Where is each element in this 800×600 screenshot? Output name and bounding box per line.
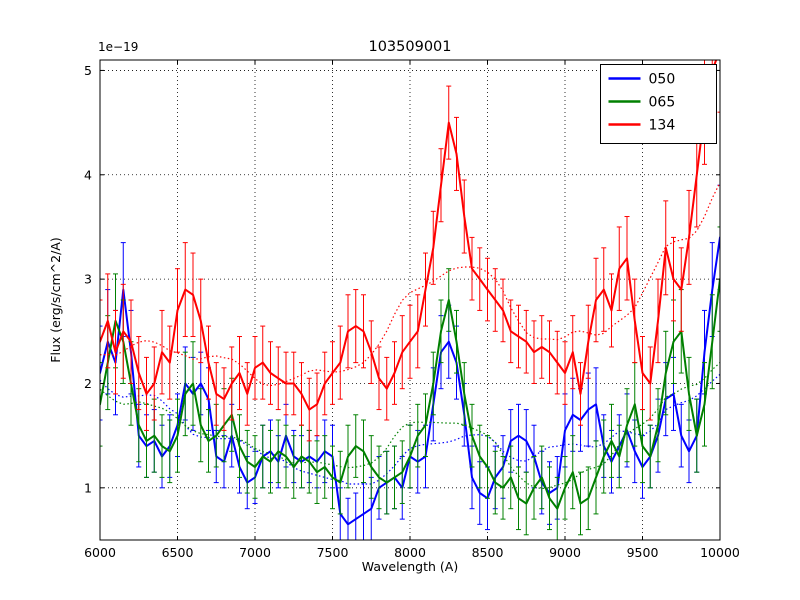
legend: 050 065 134 xyxy=(600,64,717,144)
chart-title: 103509001 xyxy=(368,39,451,55)
smoothed-line-065 xyxy=(100,362,720,490)
legend-label: 050 xyxy=(649,72,676,88)
tick-labels: 6000 6500 7000 7500 8000 8500 9000 9500 10000 1 2 3… xyxy=(84,63,740,560)
x-tick-label: 7000 xyxy=(239,545,271,560)
y-axis-offset-label: 1e−19 xyxy=(98,40,138,54)
y-axis-label: Flux (erg/s/cm^2/A) xyxy=(48,237,63,362)
errorbars-065 xyxy=(100,226,720,540)
legend-entry-065: 065 xyxy=(608,95,676,111)
ticks xyxy=(99,60,721,540)
x-axis-label: Wavelength (A) xyxy=(362,559,458,574)
y-tick-label: 3 xyxy=(84,272,92,287)
legend-label: 134 xyxy=(649,118,676,134)
x-tick-label: 7500 xyxy=(317,545,349,560)
legend-entry-134: 134 xyxy=(608,118,676,134)
series-065 xyxy=(100,226,720,540)
plot-area: 6000 6500 7000 7500 8000 8500 9000 9500 10000 1 2 3… xyxy=(84,59,740,560)
legend-entry-050: 050 xyxy=(608,72,676,88)
y-tick-label: 2 xyxy=(84,376,92,391)
x-tick-label: 6500 xyxy=(162,545,194,560)
y-tick-label: 5 xyxy=(84,63,92,78)
smoothed-line-050 xyxy=(100,373,720,485)
legend-label: 065 xyxy=(649,95,676,111)
line-134 xyxy=(100,60,718,411)
y-tick-label: 4 xyxy=(84,167,92,182)
series-134 xyxy=(100,60,720,442)
line-065 xyxy=(100,278,720,510)
x-tick-label: 9000 xyxy=(549,545,581,560)
x-tick-label: 8500 xyxy=(472,545,504,560)
x-tick-label: 10000 xyxy=(700,545,740,560)
x-tick-label: 6000 xyxy=(84,545,116,560)
x-tick-label: 8000 xyxy=(394,545,426,560)
y-tick-label: 1 xyxy=(84,480,92,495)
x-tick-label: 9500 xyxy=(627,545,659,560)
series-layer xyxy=(100,60,720,540)
